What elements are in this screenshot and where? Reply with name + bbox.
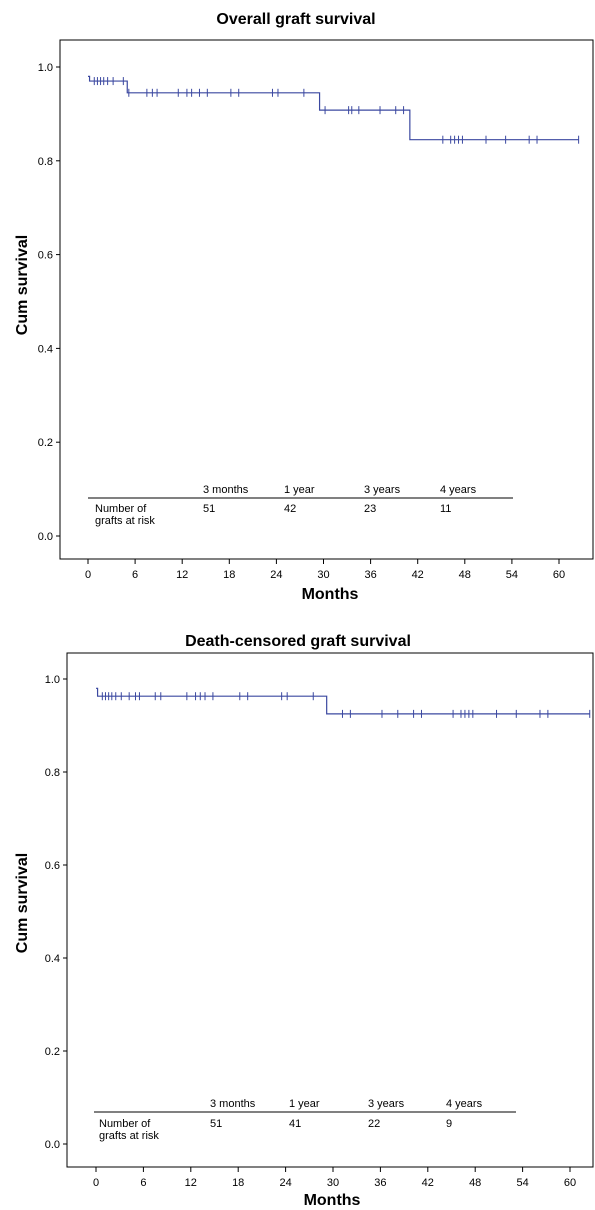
plot-frame <box>59 39 594 560</box>
x-tick-label: 18 <box>223 569 235 581</box>
y-tick-label: 0.2 <box>38 437 53 449</box>
x-tick-label: 42 <box>422 1177 434 1189</box>
x-tick-label: 36 <box>364 569 376 581</box>
risk-table-timepoint: 4 years <box>440 484 477 496</box>
x-tick-label: 12 <box>185 1177 197 1189</box>
y-tick-label: 0.6 <box>45 860 60 872</box>
risk-table-value: 23 <box>364 503 376 515</box>
x-tick-label: 60 <box>553 569 565 581</box>
risk-table-timepoint: 3 years <box>368 1098 405 1110</box>
risk-table-timepoint: 3 months <box>210 1098 256 1110</box>
x-tick-label: 0 <box>93 1177 99 1189</box>
risk-table-value: 41 <box>289 1118 301 1130</box>
death-censored-graft-survival-chart: Death-censored graft survival Cum surviv… <box>14 633 594 1209</box>
x-tick-label: 60 <box>564 1177 576 1189</box>
x-tick-label: 54 <box>516 1177 528 1189</box>
risk-table-value: 22 <box>368 1118 380 1130</box>
x-tick-label: 36 <box>374 1177 386 1189</box>
risk-table-value: 51 <box>203 503 215 515</box>
chart-title: Overall graft survival <box>216 11 375 28</box>
y-tick-label: 0.0 <box>45 1139 60 1151</box>
x-tick-label: 30 <box>317 569 329 581</box>
y-tick-label: 0.8 <box>45 767 60 779</box>
y-tick-label: 0.6 <box>38 250 53 262</box>
y-tick-label: 1.0 <box>45 674 60 686</box>
x-tick-label: 18 <box>232 1177 244 1189</box>
risk-table-label: Number of <box>95 503 147 515</box>
risk-table-value: 11 <box>440 503 451 515</box>
x-tick-label: 42 <box>412 569 424 581</box>
x-tick-label: 54 <box>506 569 518 581</box>
risk-table-timepoint: 3 years <box>364 484 401 496</box>
survival-curve-line <box>88 75 579 141</box>
risk-table-label: grafts at risk <box>95 515 155 527</box>
x-axis-title: Months <box>304 1192 361 1209</box>
risk-table-timepoint: 1 year <box>289 1098 320 1110</box>
plot-frame <box>66 652 594 1168</box>
y-axis-title: Cum survival <box>14 853 31 953</box>
x-tick-label: 24 <box>279 1177 291 1189</box>
y-tick-label: 1.0 <box>38 62 53 74</box>
x-tick-label: 6 <box>140 1177 146 1189</box>
y-tick-label: 0.8 <box>38 156 53 168</box>
risk-table-timepoint: 1 year <box>284 484 315 496</box>
y-tick-label: 0.0 <box>38 531 53 543</box>
x-tick-label: 30 <box>327 1177 339 1189</box>
x-tick-label: 48 <box>469 1177 481 1189</box>
y-tick-label: 0.4 <box>38 343 53 355</box>
y-tick-label: 0.4 <box>45 953 60 965</box>
overall-graft-survival-chart: Overall graft survival Cum survival Mont… <box>14 11 594 603</box>
x-tick-label: 6 <box>132 569 138 581</box>
y-tick-label: 0.2 <box>45 1046 60 1058</box>
risk-table-value: 42 <box>284 503 296 515</box>
x-tick-label: 12 <box>176 569 188 581</box>
x-tick-label: 24 <box>270 569 282 581</box>
risk-table-timepoint: 4 years <box>446 1098 483 1110</box>
x-tick-label: 0 <box>85 569 91 581</box>
risk-table-timepoint: 3 months <box>203 484 249 496</box>
survival-curve-line <box>96 687 590 715</box>
chart-title: Death-censored graft survival <box>185 633 411 650</box>
x-axis-title: Months <box>302 586 359 603</box>
y-axis-title: Cum survival <box>14 235 31 335</box>
risk-table-label: Number of <box>99 1118 151 1130</box>
x-tick-label: 48 <box>459 569 471 581</box>
risk-table-value: 51 <box>210 1118 222 1130</box>
risk-table-label: grafts at risk <box>99 1130 159 1142</box>
risk-table-value: 9 <box>446 1118 452 1130</box>
